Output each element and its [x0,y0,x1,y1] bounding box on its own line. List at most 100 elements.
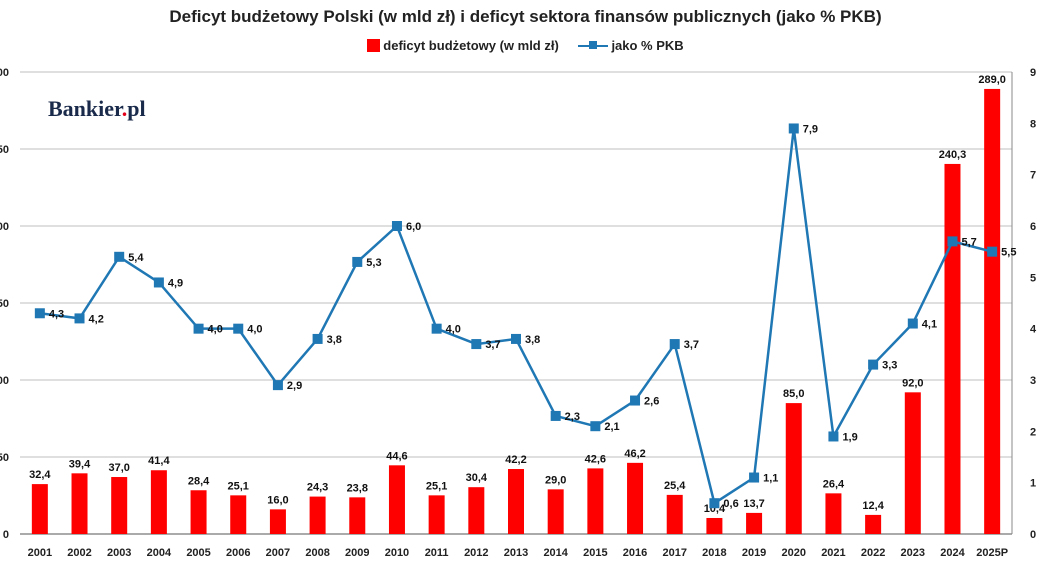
bar [71,473,88,534]
legend-label-line: jako % PKB [611,38,684,53]
bar-data-label: 30,4 [466,472,488,484]
bar [269,509,286,534]
bar-data-label: 10,4 [704,503,726,515]
y-right-tick-label: 5 [1030,272,1036,284]
bar-data-label: 240,3 [939,149,967,161]
x-tick-label: 2009 [345,547,369,559]
line-data-label: 7,9 [803,123,818,135]
x-tick-label: 2002 [67,547,91,559]
bar [587,468,604,534]
y-right-tick-label: 1 [1030,478,1036,490]
line-point [114,251,125,262]
bar [706,517,723,534]
bar-data-label: 32,4 [29,469,51,481]
bar-data-label: 26,4 [823,478,845,490]
bar-data-label: 46,2 [624,448,645,460]
x-tick-label: 2017 [662,547,686,559]
x-tick-label: 2025P [976,547,1008,559]
x-tick-label: 2021 [821,547,845,559]
line-point [34,308,45,319]
line-data-label: 4,1 [922,319,937,331]
line-point [74,313,85,324]
bar-data-label: 12,4 [862,500,884,512]
bar [230,495,247,534]
bar [666,494,683,534]
bar [428,495,445,534]
line-data-label: 5,3 [366,257,381,269]
line-data-label: 4,0 [446,324,461,336]
line-data-label: 4,0 [208,324,223,336]
line-point [233,323,244,334]
line-data-label: 6,0 [406,221,421,233]
x-tick-label: 2013 [504,547,528,559]
bar-data-label: 23,8 [347,482,368,494]
bar-data-label: 16,0 [267,494,288,506]
bar-data-label: 42,6 [585,453,606,465]
bar-data-label: 28,4 [188,475,210,487]
x-tick-label: 2014 [543,547,568,559]
x-tick-label: 2022 [861,547,885,559]
line-point [907,318,918,329]
line-point [788,123,799,134]
x-tick-label: 2018 [702,547,726,559]
x-tick-label: 2008 [305,547,329,559]
line-point [550,410,561,421]
line-data-label: 4,0 [247,324,262,336]
bar-data-label: 25,1 [228,480,249,492]
legend-bar-swatch [367,39,381,52]
line-series [39,128,993,506]
line-point [630,395,641,406]
brand-logo: Bankier.pl [48,96,146,121]
bar-data-label: 85,0 [783,388,804,400]
line-point [391,221,402,231]
y-left-tick-label: 00 [0,375,9,387]
y-right-tick-label: 4 [1030,324,1037,336]
x-tick-label: 2010 [385,547,409,559]
bar [865,514,882,534]
y-right-tick-label: 6 [1030,221,1036,233]
x-tick-label: 2023 [901,547,925,559]
line-point [828,431,839,442]
x-tick-label: 2006 [226,547,250,559]
y-right-tick-label: 8 [1030,118,1036,130]
x-tick-label: 2020 [782,547,806,559]
bar-data-label: 25,4 [664,480,686,492]
line-point [153,277,164,288]
x-tick-label: 2012 [464,547,488,559]
line-data-label: 3,7 [485,339,500,351]
line-data-label: 2,6 [644,396,659,408]
y-left-tick-label: 0 [3,529,9,541]
line-data-label: 4,2 [89,313,104,325]
legend-label-bars: deficyt budżetowy (w mld zł) [383,38,559,53]
x-tick-label: 2019 [742,547,766,559]
x-tick-label: 2004 [147,547,172,559]
x-tick-label: 2024 [940,547,965,559]
line-point [431,323,442,334]
line-point [749,472,760,483]
line-data-label: 3,8 [525,334,540,346]
bar [904,392,921,534]
line-point [352,256,363,267]
line-point [471,339,482,350]
bar-data-label: 13,7 [743,498,764,510]
y-right-tick-label: 2 [1030,426,1036,438]
bar [31,484,48,534]
bar [111,477,128,534]
bar-data-label: 92,0 [902,377,923,389]
line-point [947,236,958,247]
bar-data-label: 41,4 [148,455,170,467]
line-data-label: 4,9 [168,277,183,289]
line-data-label: 2,9 [287,380,302,392]
line-data-label: 3,3 [882,360,897,372]
line-point [193,323,204,334]
bar [627,462,644,534]
bar [825,493,842,534]
bar-data-label: 37,0 [108,462,129,474]
line-data-label: 5,5 [1001,247,1016,259]
bar [984,88,1001,534]
y-right-tick-label: 0 [1030,529,1036,541]
line-data-label: 1,1 [763,473,778,485]
line-point [987,246,998,257]
